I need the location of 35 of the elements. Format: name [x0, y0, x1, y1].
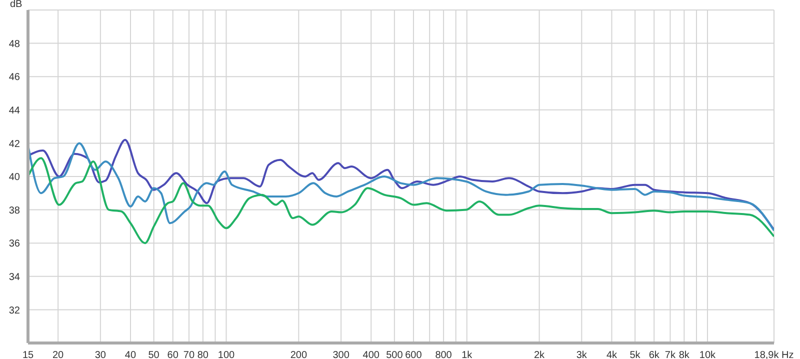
- x-tick-label: 800: [435, 350, 452, 359]
- x-tick-label: 100: [218, 350, 236, 359]
- x-tick-label: 2k: [534, 350, 546, 359]
- x-tick-label: 5k: [630, 350, 642, 359]
- x-tick-label: 18,9k Hz: [754, 350, 794, 359]
- x-tick-label: 8k: [678, 350, 690, 359]
- x-tick-label: 10k: [699, 350, 717, 359]
- x-tick-label: 300: [332, 350, 350, 359]
- y-tick-label: 32: [8, 305, 20, 316]
- x-tick-label: 50: [148, 350, 160, 359]
- x-tick-label: 7k: [664, 350, 676, 359]
- y-axis-title: dB: [10, 0, 22, 10]
- y-tick-label: 46: [8, 72, 20, 84]
- y-tick-label: 44: [8, 105, 20, 116]
- y-tick-label: 48: [8, 38, 20, 50]
- y-tick-label: 38: [8, 205, 20, 216]
- y-tick-label: 42: [8, 138, 20, 150]
- x-tick-label: 3k: [576, 350, 588, 359]
- y-tick-label: 36: [8, 238, 20, 250]
- x-tick-label: 70: [183, 350, 195, 359]
- x-tick-label: 6k: [648, 350, 660, 359]
- x-tick-label: 20: [52, 350, 64, 359]
- x-tick-label: 60: [167, 350, 179, 359]
- x-tick-label: 4k: [606, 350, 618, 359]
- y-tick-label: 40: [8, 172, 20, 184]
- x-tick-label: 1k: [462, 350, 474, 359]
- x-tick-label: 30: [94, 350, 106, 359]
- x-tick-label: 40: [124, 350, 136, 359]
- x-tick-label: 15: [22, 350, 34, 359]
- x-tick-label: 400: [362, 350, 380, 359]
- x-tick-label: 200: [290, 350, 308, 359]
- x-tick-label: 500: [386, 350, 404, 359]
- x-tick-label: 80: [197, 350, 209, 359]
- y-tick-label: 34: [8, 272, 20, 283]
- x-tick-label: 600: [405, 350, 422, 359]
